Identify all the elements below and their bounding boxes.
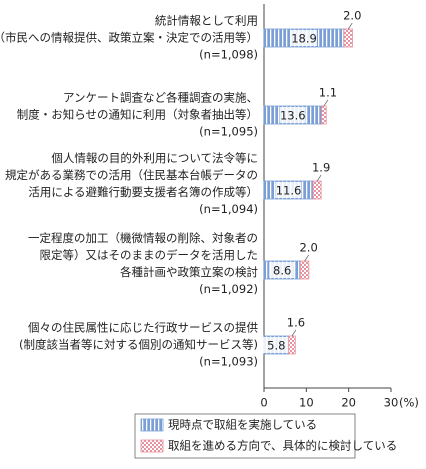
value-label-bg [263,337,290,353]
category-label: 活用による避難行動要支援者名簿の作成等） [28,185,258,199]
category-label: 個々の住民属性に応じた行政サービスの提供 [28,321,258,335]
category-label: 個人情報の目的外利用について法令等に [51,151,258,165]
leader-line [304,254,309,262]
bar-segment [343,28,353,48]
category-label: 各種計画や政策立案の検討 [120,265,258,279]
leader-line [291,329,297,337]
value-label: 5.8 [267,339,285,353]
category-label: (制度該当者等に対する個別の通知サービス等) [19,338,258,352]
category-label: (n=1,093) [199,355,258,369]
category-label: 統計情報として利用 [155,14,258,28]
legend-swatch [140,439,164,453]
value-label: 2.0 [299,241,317,255]
value-label: 1.9 [312,161,330,175]
value-label: 11.6 [276,184,302,198]
leader-line [316,174,322,182]
legend-label: 現時点で取組を実施している [168,418,317,432]
value-label: 18.9 [291,32,317,46]
value-label-bg [275,182,302,198]
category-label: アンケート調査など各種調査の実施、 [63,91,258,105]
value-label-bg [291,30,318,46]
bar-segment [300,260,310,280]
value-label: 1.1 [319,86,337,100]
value-label: 1.6 [287,316,305,330]
category-label: (n=1,098) [199,48,258,62]
category-label: 限定等）又はそのままのデータを活用した [40,248,259,262]
category-label: (n=1,092) [199,282,258,296]
legend-box [134,413,356,459]
x-axis-label: (%) [399,396,419,410]
category-label: (n=1,094) [199,202,258,216]
value-label: 2.0 [343,9,361,23]
category-label: 一定程度の加工（機微情報の削除、対象者の [28,231,258,245]
legend-label: 取組を進める方向で、具体的に検討している [168,439,397,453]
value-label-bg [279,107,306,123]
category-label: 規定がある業務での活用（住民基本台帳データの [5,168,258,182]
value-label: 13.6 [280,109,306,123]
value-label: 8.6 [273,264,291,278]
category-label: 制度・お知らせの通知に利用（対象者抽出等） [17,108,258,122]
category-label: (n=1,095) [199,125,258,139]
x-tick-label: 10 [299,396,314,410]
legend-swatch [140,418,164,432]
bar-segment [288,335,296,355]
leader-line [347,22,353,30]
x-tick-label: 0 [260,396,267,410]
value-label-bg [269,262,296,278]
category-label: （市民への情報提供、政策立案・決定での活用等） [0,31,258,45]
leader-line [323,99,329,107]
bar-segment [321,105,327,125]
bar-segment [312,180,322,200]
x-tick-label: 30 [384,396,399,410]
x-tick-label: 20 [341,396,356,410]
